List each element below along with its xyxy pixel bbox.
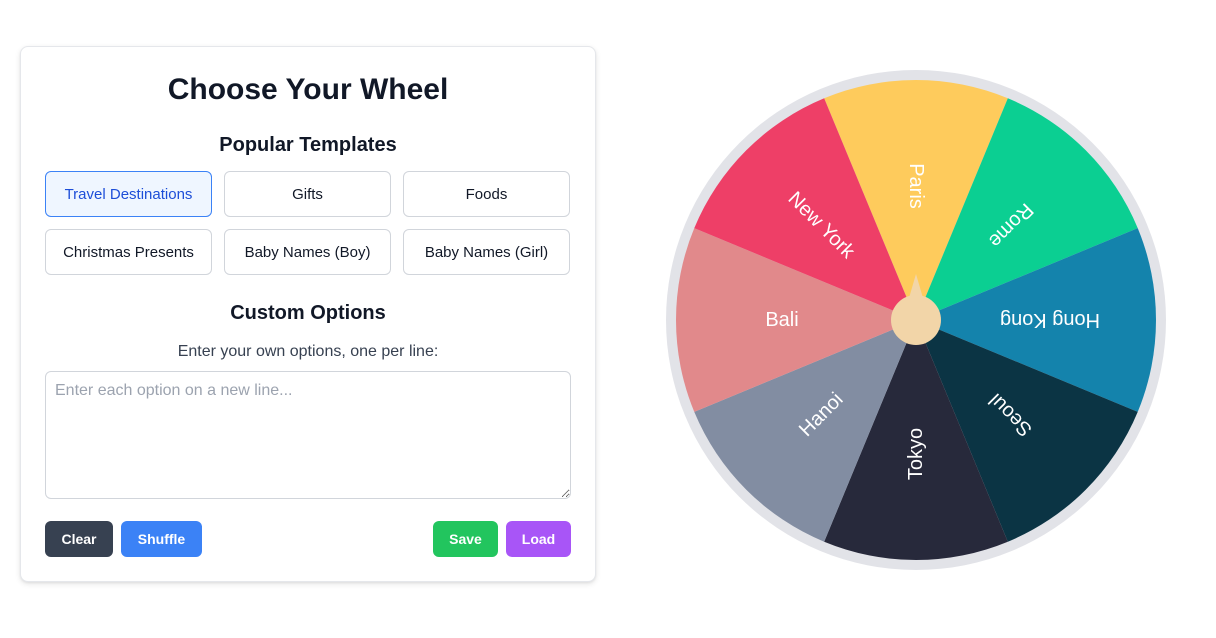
wheel-segment-bali [676, 228, 916, 412]
wheel-segment-label-bali: Bali [765, 309, 798, 331]
template-grid: Travel Destinations Gifts Foods Christma… [45, 171, 571, 275]
template-foods-button[interactable]: Foods [403, 171, 570, 217]
wheel-segment-hong-kong [916, 228, 1156, 412]
wheel-segment-label-paris: Paris [905, 163, 927, 209]
shuffle-button[interactable]: Shuffle [121, 521, 202, 557]
template-gifts-button[interactable]: Gifts [224, 171, 391, 217]
template-baby-names-boy-button[interactable]: Baby Names (Boy) [224, 229, 391, 275]
template-baby-names-girl-button[interactable]: Baby Names (Girl) [403, 229, 570, 275]
save-button[interactable]: Save [433, 521, 498, 557]
wheel-segment-seoul [916, 320, 1138, 542]
page-title: Choose Your Wheel [167, 73, 449, 106]
wheel-pointer-icon [909, 274, 923, 298]
wheel-segment-tokyo [824, 320, 1008, 560]
wheel-options-panel: Choose Your Wheel Popular Templates Trav… [20, 46, 596, 582]
custom-options-input[interactable] [45, 371, 571, 499]
load-button[interactable]: Load [506, 521, 571, 557]
custom-options-heading: Custom Options [230, 302, 386, 324]
wheel-segment-new-york [694, 98, 916, 320]
wheel-segment-rome [916, 98, 1138, 320]
templates-heading: Popular Templates [219, 134, 397, 156]
wheel-segments [676, 80, 1156, 560]
template-travel-destinations-button[interactable]: Travel Destinations [45, 171, 212, 217]
spin-wheel[interactable]: Paris Rome Hong Kong Seoul Tokyo Hanoi Bali New… [664, 68, 1168, 572]
wheel-segment-label-tokyo: Tokyo [905, 428, 927, 480]
wheel-segment-label-hong-kong: Hong Kong [1000, 309, 1100, 331]
wheel-segment-paris [824, 80, 1008, 321]
custom-options-instructions: Enter your own options, one per line: [177, 343, 439, 360]
wheel-segment-hanoi [694, 320, 916, 542]
template-christmas-presents-button[interactable]: Christmas Presents [45, 229, 212, 275]
clear-button[interactable]: Clear [45, 521, 113, 557]
wheel-hub[interactable] [891, 295, 941, 345]
